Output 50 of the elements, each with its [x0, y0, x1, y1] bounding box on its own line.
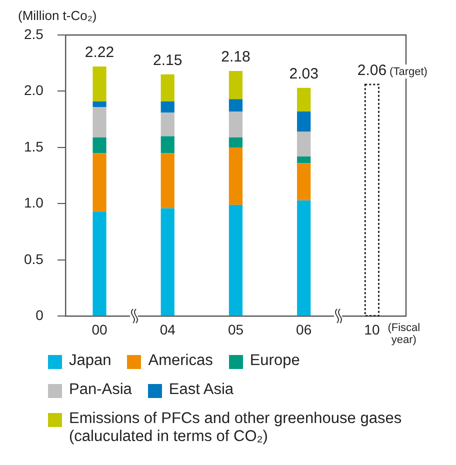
bar [297, 156, 311, 164]
legend-label: Europe [250, 352, 300, 370]
bar [160, 101, 174, 113]
bar [297, 111, 311, 132]
x-tick-label: 04 [160, 321, 176, 338]
bar [297, 88, 311, 112]
bar [297, 200, 311, 316]
legend-label: Japan [69, 352, 112, 370]
bar [92, 153, 106, 212]
legend-label: Americas [148, 352, 213, 370]
x-tick-label: 10 [364, 321, 380, 338]
bar [228, 204, 243, 316]
y-tick-label: 2.0 [24, 82, 44, 98]
bar [92, 212, 106, 316]
x-axis-title: (Fiscal year) [386, 322, 422, 346]
bar [160, 153, 174, 208]
total-label: 2.15 [153, 52, 182, 70]
bar [92, 106, 106, 138]
bar [228, 70, 243, 100]
bar [228, 147, 243, 205]
y-tick-label: 1.0 [24, 194, 44, 211]
bar [297, 132, 311, 156]
total-label: 2.06 [357, 62, 387, 80]
bar [160, 112, 174, 136]
x-tick-label: 06 [296, 321, 312, 338]
bar [160, 208, 174, 316]
x-tick-label: 05 [228, 321, 244, 338]
y-tick-label: 2.5 [24, 26, 44, 42]
x-tick-label: 00 [92, 321, 108, 338]
bar [228, 111, 243, 138]
y-axis-title: (Million t-Co₂) [18, 8, 97, 23]
total-label: 2.22 [84, 44, 114, 62]
bar [160, 74, 174, 102]
y-tick-label: 1.5 [24, 138, 44, 154]
bar [92, 101, 106, 107]
y-tick-label: 0 [36, 307, 44, 324]
legend-label: Pan-Asia [69, 381, 132, 399]
bar [228, 137, 243, 148]
total-label: 2.03 [289, 66, 318, 83]
bar [228, 99, 243, 112]
total-label: 2.18 [221, 48, 250, 66]
y-tick-label: 0.5 [24, 250, 44, 267]
annotation: (Target) [390, 66, 428, 78]
bar [364, 84, 380, 316]
legend-label: East Asia [168, 381, 234, 399]
bar [92, 66, 106, 102]
legend-label: Emissions of PFCs and other greenhouse gases (caluculated in terms of CO₂) [69, 410, 403, 446]
bar [160, 136, 174, 154]
bar [297, 163, 311, 200]
bar [92, 137, 106, 154]
